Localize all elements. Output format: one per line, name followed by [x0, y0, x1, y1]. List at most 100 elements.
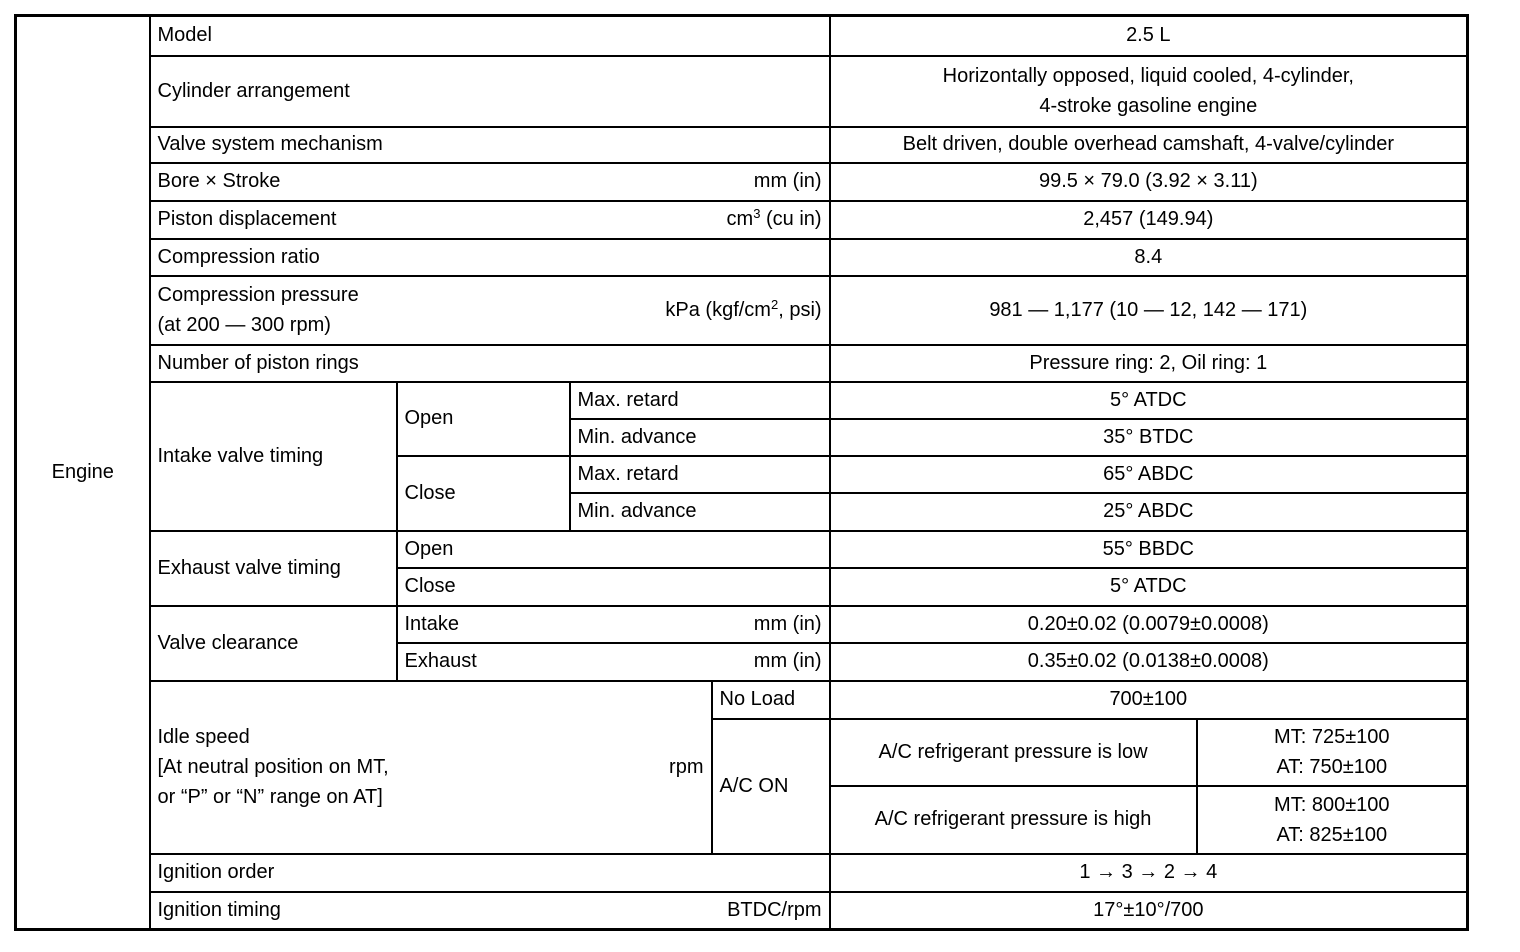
valve-clearance-intake-value: 0.20±0.02 (0.0079±0.0008) — [828, 604, 1469, 644]
compression-pressure-value: 981 — 1,177 (10 — 12, 142 — 171) — [828, 274, 1469, 346]
cylinder-arrangement-value: Horizontally opposed, liquid cooled, 4-c… — [828, 54, 1469, 128]
cylinder-arrangement-value-line1: Horizontally opposed, liquid cooled, 4-c… — [942, 65, 1354, 87]
piston-displacement-unit: cm3 (cu in) — [726, 206, 822, 231]
model-label: Model — [148, 14, 831, 57]
ignition-timing-label: Ignition timing — [157, 898, 281, 921]
ignition-timing-label-cell: Ignition timing BTDC/rpm — [148, 890, 831, 931]
row-exhaust-open: Exhaust valve timing Open 55° BBDC — [16, 529, 1469, 607]
valve-system-mechanism-value: Belt driven, double overhead camshaft, 4… — [828, 125, 1469, 164]
row-piston-rings: Number of piston rings Pressure ring: 2,… — [16, 343, 1469, 383]
bore-stroke-unit: mm (in) — [753, 170, 822, 192]
idle-speed-ac-low-value-mt: MT: 725±100 — [1274, 726, 1390, 748]
piston-displacement-label-cell: Piston displacement cm3 (cu in) — [148, 199, 831, 240]
idle-speed-label-line2: [At neutral position on MT, — [157, 756, 389, 778]
compression-pressure-unit-prefix: kPa (kgf/cm — [665, 298, 771, 321]
cylinder-arrangement-value-line2: 4-stroke gasoline engine — [1039, 95, 1258, 117]
idle-speed-label-line1: Idle speed — [157, 726, 250, 748]
compression-pressure-unit: kPa (kgf/cm2, psi) — [665, 296, 822, 322]
idle-speed-no-load-label: No Load — [710, 679, 831, 720]
idle-speed-ac-on-label: A/C ON — [710, 717, 831, 855]
intake-open-label: Open — [395, 380, 571, 457]
idle-speed-ac-low-value: MT: 725±100 AT: 750±100 — [1195, 717, 1469, 787]
intake-open-min-advance-label: Min. advance — [568, 417, 831, 457]
ignition-order-label: Ignition order — [148, 852, 831, 893]
compression-pressure-label: Compression pressure (at 200 — 300 rpm) — [158, 280, 359, 340]
ignition-timing-unit: BTDC/rpm — [727, 898, 822, 921]
exhaust-valve-timing-label: Exhaust valve timing — [148, 529, 398, 607]
compression-ratio-value: 8.4 — [828, 237, 1469, 277]
exhaust-close-value: 5° ATDC — [828, 566, 1469, 607]
row-compression-pressure: Compression pressure (at 200 — 300 rpm) … — [16, 274, 1469, 346]
ignition-timing-value: 17°±10°/700 — [828, 890, 1469, 931]
compression-pressure-label-line2: (at 200 — 300 rpm) — [157, 314, 331, 336]
valve-clearance-intake-label-cell: Intake mm (in) — [395, 604, 831, 644]
row-bore-stroke: Bore × Stroke mm (in) 99.5 × 79.0 (3.92 … — [16, 161, 1469, 202]
valve-system-mechanism-label: Valve system mechanism — [148, 125, 831, 164]
idle-speed-ac-low-value-at: AT: 750±100 — [1276, 756, 1388, 778]
intake-close-max-retard-value: 65° ABDC — [828, 454, 1469, 494]
row-model: Engine Model 2.5 L — [14, 14, 1469, 931]
row-intake-close-min-advance: Min. advance 25° ABDC — [16, 491, 1469, 532]
row-idle-speed-no-load: Idle speed [At neutral position on MT, o… — [16, 679, 1469, 855]
piston-displacement-unit-suffix: (cu in) — [760, 208, 822, 230]
row-cylinder-arrangement: Cylinder arrangement Horizontally oppose… — [16, 54, 1469, 128]
valve-clearance-exhaust-unit: mm (in) — [753, 650, 822, 672]
idle-speed-ac-high-label: A/C refrigerant pressure is high — [828, 784, 1198, 855]
intake-open-min-advance-value: 35° BTDC — [828, 417, 1469, 457]
idle-speed-label-line3: or “P” or “N” range on AT] — [157, 786, 383, 808]
row-idle-speed-ac-high: A/C refrigerant pressure is high MT: 800… — [16, 784, 1469, 855]
intake-open-max-retard-label: Max. retard — [568, 380, 831, 420]
idle-speed-label-cell: Idle speed [At neutral position on MT, o… — [148, 679, 713, 855]
intake-close-max-retard-label: Max. retard — [568, 454, 831, 494]
row-intake-open-max-retard: Intake valve timing Open Max. retard 5° … — [16, 380, 1469, 532]
compression-pressure-label-cell: Compression pressure (at 200 — 300 rpm) … — [148, 274, 831, 346]
valve-clearance-label: Valve clearance — [148, 604, 398, 682]
row-ignition-order: Ignition order 1 → 3 → 2 → 4 — [16, 852, 1469, 893]
exhaust-close-label: Close — [395, 566, 831, 607]
row-ignition-timing: Ignition timing BTDC/rpm 17°±10°/700 — [16, 890, 1469, 931]
valve-clearance-exhaust-value: 0.35±0.02 (0.0138±0.0008) — [828, 641, 1469, 682]
intake-close-min-advance-value: 25° ABDC — [828, 491, 1469, 532]
row-valve-system-mechanism: Valve system mechanism Belt driven, doub… — [16, 125, 1469, 164]
intake-close-min-advance-label: Min. advance — [568, 491, 831, 532]
idle-speed-no-load-value: 700±100 — [828, 679, 1469, 720]
compression-ratio-label: Compression ratio — [148, 237, 831, 277]
compression-pressure-label-line1: Compression pressure — [157, 284, 359, 306]
piston-displacement-label: Piston displacement — [157, 208, 337, 230]
row-intake-open-min-advance: Min. advance 35° BTDC — [16, 417, 1469, 457]
cylinder-arrangement-label: Cylinder arrangement — [148, 54, 831, 128]
idle-speed-ac-high-value: MT: 800±100 AT: 825±100 — [1195, 784, 1469, 855]
piston-rings-label: Number of piston rings — [148, 343, 831, 383]
ignition-order-value: 1 → 3 → 2 → 4 — [828, 852, 1469, 893]
piston-displacement-unit-superscript: 3 — [753, 206, 761, 221]
exhaust-open-label: Open — [395, 529, 831, 569]
compression-pressure-unit-suffix: , psi) — [778, 298, 822, 321]
row-intake-close-max-retard: Close Max. retard 65° ABDC — [16, 454, 1469, 532]
engine-spec-table: Engine Model 2.5 L Cylinder arrangement … — [14, 14, 1470, 931]
valve-clearance-intake-label: Intake — [404, 612, 459, 635]
intake-open-max-retard-value: 5° ATDC — [828, 380, 1469, 420]
valve-clearance-exhaust-label-cell: Exhaust mm (in) — [395, 641, 831, 682]
idle-speed-unit: rpm — [669, 755, 704, 778]
idle-speed-ac-low-label: A/C refrigerant pressure is low — [828, 717, 1198, 787]
row-idle-speed-ac-low: A/C ON A/C refrigerant pressure is low M… — [16, 717, 1469, 855]
compression-pressure-unit-superscript: 2 — [770, 296, 779, 312]
idle-speed-label: Idle speed [At neutral position on MT, o… — [158, 722, 389, 812]
bore-stroke-label-cell: Bore × Stroke mm (in) — [148, 161, 831, 202]
idle-speed-ac-high-value-mt: MT: 800±100 — [1274, 793, 1390, 816]
piston-displacement-value: 2,457 (149.94) — [828, 199, 1469, 240]
engine-spec-page: Engine Model 2.5 L Cylinder arrangement … — [14, 14, 1470, 931]
row-valve-clearance-exhaust: Exhaust mm (in) 0.35±0.02 (0.0138±0.0008… — [16, 641, 1469, 682]
row-piston-displacement: Piston displacement cm3 (cu in) 2,457 (1… — [16, 199, 1469, 240]
valve-clearance-exhaust-label: Exhaust — [404, 650, 477, 672]
row-exhaust-close: Close 5° ATDC — [16, 566, 1469, 607]
bore-stroke-label: Bore × Stroke — [157, 170, 281, 192]
exhaust-open-value: 55° BBDC — [828, 529, 1469, 569]
piston-displacement-unit-prefix: cm — [726, 208, 754, 230]
row-compression-ratio: Compression ratio 8.4 — [16, 237, 1469, 277]
engine-section-label: Engine — [14, 14, 151, 931]
intake-valve-timing-label: Intake valve timing — [148, 380, 398, 532]
row-valve-clearance-intake: Valve clearance Intake mm (in) 0.20±0.02… — [16, 604, 1469, 682]
model-value: 2.5 L — [828, 14, 1469, 57]
intake-close-label: Close — [395, 454, 571, 532]
